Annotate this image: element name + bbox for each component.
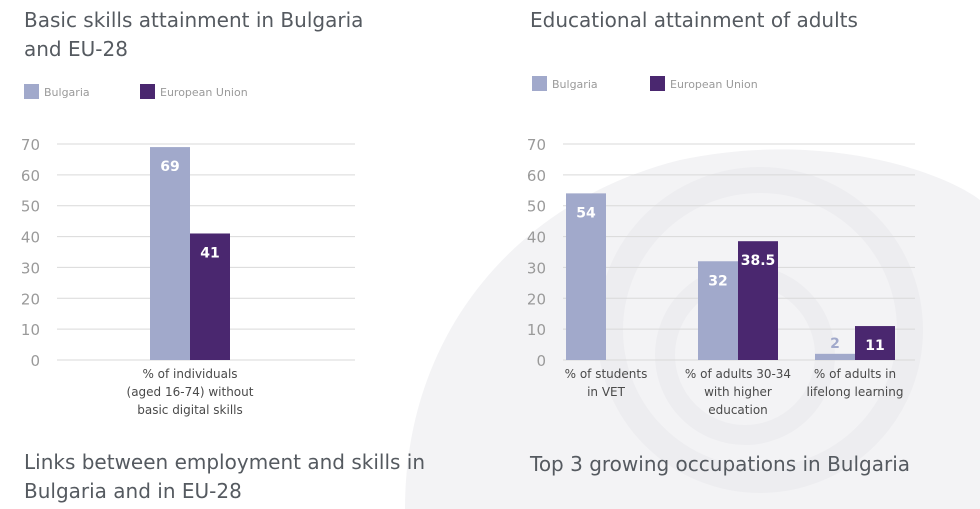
y-tick-label: 50 [21,198,40,216]
bar-eu [855,326,895,360]
legend-swatch [532,76,547,91]
category-label: % of adults in lifelong learning [807,367,904,399]
y-tick-label: 60 [527,167,546,185]
bar-bulgaria [698,261,738,360]
category-label-line: education [708,403,768,417]
y-tick-label: 70 [21,136,40,154]
bar-eu [190,233,230,360]
legend-swatch [650,76,665,91]
bar-bulgaria [815,353,855,360]
y-tick-label: 40 [527,229,546,247]
category-label-line: with higher [704,385,772,399]
legend-swatch [140,84,155,99]
category-label-line: % of adults in [814,367,896,381]
data-label: 38.5 [741,253,776,269]
category-label: % of individuals (aged 16-74) without basi… [127,367,254,417]
y-tick-label: 40 [21,229,40,247]
y-tick-label: 60 [21,167,40,185]
data-label: 2 [830,336,840,352]
data-label: 69 [160,159,179,175]
legend-label: Bulgaria [44,86,90,99]
y-tick-label: 70 [527,136,546,154]
y-tick-label: 20 [527,290,546,308]
bar-bulgaria [150,147,190,360]
basic-skills-heading: Basic skills attainment in Bulgaria and … [24,8,364,61]
category-label-line: % of adults 30-34 [685,367,791,381]
data-label: 41 [200,245,219,261]
bar-eu [738,241,778,360]
category-label: % of students in VET [565,367,648,399]
legend-label: Bulgaria [552,78,598,91]
data-label: 54 [576,205,596,221]
y-tick-label: 10 [527,321,546,339]
bar-bulgaria [566,193,606,360]
category-label: % of adults 30-34 with higher education [685,367,791,417]
category-label-line: (aged 16-74) without [127,385,254,399]
top-occupations-heading: Top 3 growing occupations in Bulgaria [530,452,911,476]
background-swirl-ring [597,167,923,493]
y-tick-label: 20 [21,290,40,308]
y-tick-label: 0 [30,352,40,370]
category-label-line: lifelong learning [807,385,904,399]
category-label-line: basic digital skills [137,403,243,417]
y-tick-label: 30 [21,259,40,277]
y-tick-label: 30 [527,259,546,277]
employment-skills-heading: Links between employment and skills in B… [24,450,426,503]
category-label-line: % of individuals [142,367,237,381]
y-tick-label: 10 [21,321,40,339]
legend-swatch [24,84,39,99]
category-label-line: in VET [587,385,626,399]
educational-attainment-heading: Educational attainment of adults [530,8,858,32]
legend-label: European Union [670,78,758,91]
legend-label: European Union [160,86,248,99]
data-label: 32 [708,273,727,289]
category-label-line: % of students [565,367,648,381]
y-tick-label: 50 [527,198,546,216]
data-label: 11 [865,338,884,354]
y-tick-label: 0 [536,352,546,370]
